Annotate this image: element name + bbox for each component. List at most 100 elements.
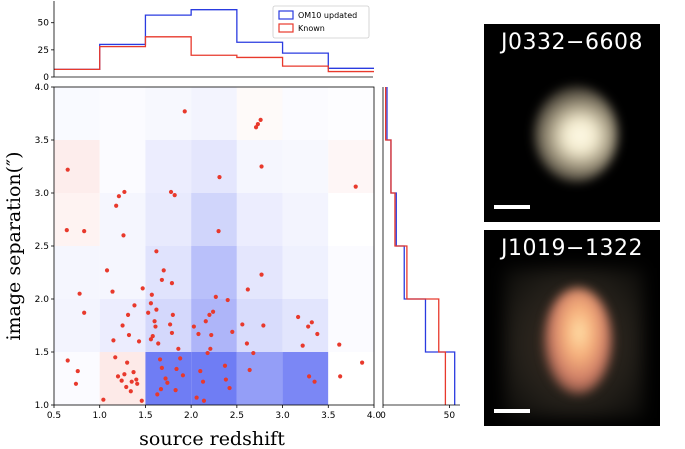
x-tick-label: 3.0: [275, 411, 290, 421]
heatmap-cell: [191, 352, 237, 405]
known-lens-point: [155, 392, 160, 397]
known-lens-point: [157, 357, 163, 362]
known-lens-point: [131, 370, 136, 375]
known-lens-point: [296, 314, 301, 320]
known-lens-point: [148, 301, 154, 306]
known-lens-point: [124, 384, 129, 390]
known-lens-point: [208, 346, 213, 351]
known-lens-point: [217, 175, 222, 180]
known-lens-point: [149, 292, 154, 297]
x-tick-label: 3.5: [321, 411, 335, 421]
known-lens-point: [150, 334, 155, 339]
known-lens-point: [338, 374, 343, 379]
known-lens-point: [159, 277, 164, 283]
heatmap-cell: [236, 87, 283, 140]
heatmap-cell: [282, 246, 329, 299]
known-lens-point: [203, 319, 208, 324]
stamp-label: J1019−1322: [501, 236, 643, 261]
heatmap-cell: [236, 193, 283, 246]
known-lens-point: [132, 303, 137, 308]
heatmap-cell: [236, 246, 283, 299]
known-lens-point: [261, 323, 266, 328]
known-lens-point: [139, 398, 144, 403]
heatmap-cell: [236, 299, 283, 352]
heatmap-cell: [54, 193, 100, 246]
known-lens-point: [244, 341, 250, 346]
heatmap-cell: [145, 352, 192, 405]
known-lens-point: [125, 360, 130, 365]
right-marginal-histogram: 0 50: [380, 87, 460, 421]
known-lens-point: [129, 379, 134, 384]
known-lens-point: [158, 387, 164, 392]
heatmap-cell: [328, 299, 374, 352]
known-lens-point: [247, 367, 252, 373]
known-lens-point: [259, 164, 264, 169]
known-lens-point: [73, 381, 79, 386]
known-lens-point: [110, 289, 115, 294]
known-lens-point: [136, 339, 142, 344]
known-lens-point: [122, 189, 127, 195]
y-tick-label: 3.0: [35, 189, 50, 199]
y-tick-label: 1.0: [35, 401, 50, 411]
known-lens-point: [227, 385, 232, 391]
right-x-tick-label: 50: [444, 411, 456, 421]
known-lens-point: [169, 281, 175, 286]
heatmap-cell: [236, 352, 283, 405]
galaxy-blob: [544, 288, 612, 394]
known-lens-point: [65, 167, 70, 172]
known-lens-point: [213, 294, 218, 299]
known-lens-point: [113, 355, 118, 360]
known-lens-point: [205, 350, 210, 356]
known-lens-point: [75, 368, 80, 374]
known-lens-point: [259, 272, 264, 277]
heatmap-cell: [191, 299, 237, 352]
known-lens-point: [104, 268, 110, 273]
heatmap-cell: [282, 140, 329, 193]
known-lens-point: [134, 377, 139, 382]
known-lens-point: [161, 268, 166, 273]
known-lens-point: [174, 366, 179, 372]
known-lens-point: [120, 323, 125, 328]
known-lens-point: [172, 193, 177, 198]
known-lens-point: [201, 398, 207, 403]
legend-label: Known: [298, 24, 325, 33]
top-y-tick-label: 0: [43, 73, 49, 83]
known-lens-point: [125, 312, 131, 317]
known-lens-point: [156, 341, 161, 346]
heatmap-cell: [328, 87, 374, 140]
known-lens-point: [135, 381, 140, 386]
heatmap-cell: [99, 246, 146, 299]
known-lens-point: [111, 338, 116, 343]
known-lens-point: [353, 184, 358, 189]
known-lens-point: [240, 322, 245, 327]
known-lens-point: [198, 368, 203, 374]
known-lens-point: [251, 350, 256, 356]
known-lens-point: [168, 322, 173, 327]
known-lens-point: [200, 379, 206, 384]
known-lens-point: [154, 307, 159, 312]
y-axis-label: image separation(″): [3, 151, 25, 340]
known-lens-point: [312, 379, 317, 384]
y-tick-label: 2.5: [35, 242, 49, 252]
known-lens-point: [253, 125, 259, 130]
heatmap-cell: [145, 140, 192, 193]
right-x-tick-label: 0: [380, 411, 386, 421]
y-tick-label: 2.0: [35, 295, 50, 305]
heatmap-cell: [191, 246, 237, 299]
known-lens-point: [168, 189, 174, 195]
known-lens-point: [121, 233, 126, 238]
top-hist-om10-updated: [54, 9, 374, 71]
known-lens-point: [182, 109, 187, 114]
known-lens-point: [315, 331, 320, 337]
known-lens-point: [82, 229, 87, 234]
heatmap-cell: [145, 193, 192, 246]
known-lens-point: [115, 374, 121, 379]
known-lens-point: [170, 312, 175, 317]
heatmap-cell: [145, 87, 192, 140]
right-hist-known: [385, 87, 447, 405]
y-tick-label: 3.5: [35, 136, 49, 146]
known-lens-point: [222, 363, 228, 368]
heatmap-cell: [145, 299, 192, 352]
known-lens-point: [210, 309, 216, 314]
top-y-tick-label: 25: [38, 46, 49, 56]
